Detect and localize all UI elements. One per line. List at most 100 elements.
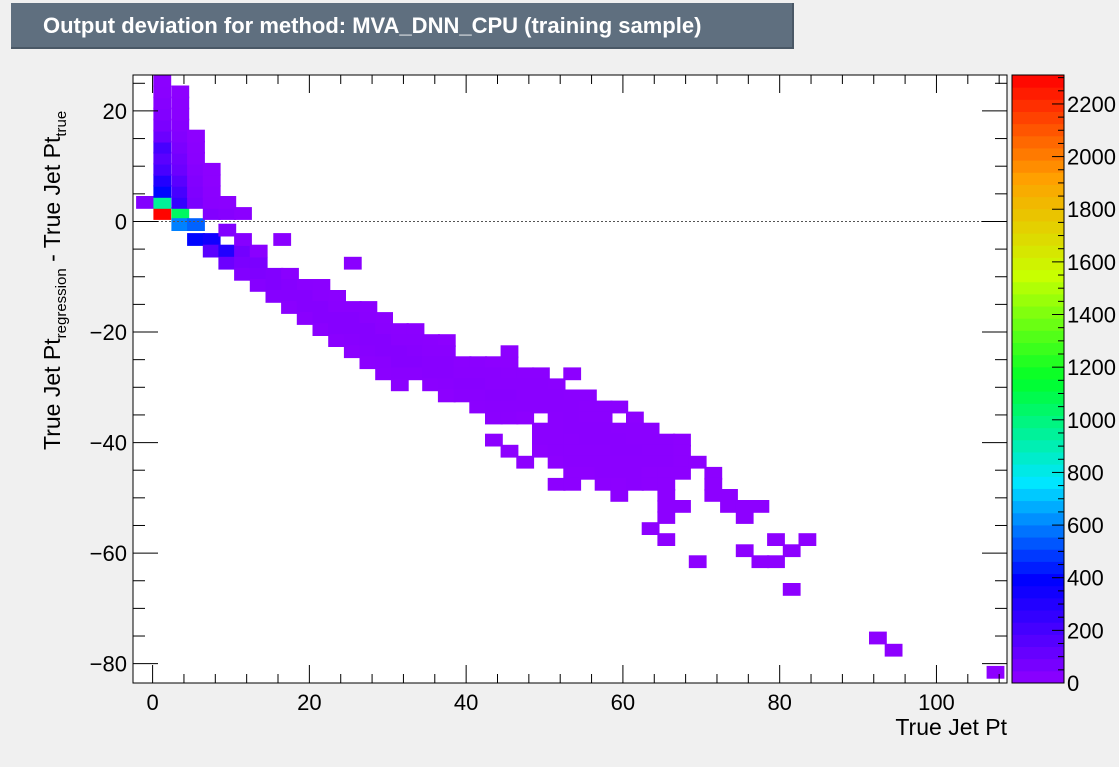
x-axis-title: True Jet Pt — [895, 714, 1007, 740]
heatmap-cell — [273, 233, 292, 246]
palette-band — [1012, 500, 1064, 514]
heatmap-cell — [249, 267, 268, 281]
heatmap-cell — [437, 345, 456, 359]
heatmap-cell — [153, 85, 172, 99]
palette-band — [1012, 245, 1064, 258]
palette-band — [1012, 293, 1064, 307]
heatmap-cell — [249, 256, 268, 270]
heatmap-cell — [187, 140, 205, 154]
heatmap-cell — [202, 196, 221, 209]
heatmap-cell — [171, 129, 190, 143]
heatmap-cell — [171, 151, 190, 165]
heatmap-cell — [422, 356, 440, 370]
heatmap-cell — [187, 151, 205, 165]
heatmap-cell — [500, 389, 519, 403]
palette-tick-label: 0 — [1067, 671, 1079, 696]
plot-frame — [132, 74, 1008, 684]
heatmap-cell — [422, 334, 440, 347]
heatmap-cell — [202, 173, 221, 187]
heatmap-cell — [153, 173, 172, 187]
heatmap-cell — [485, 378, 503, 392]
heatmap-cell — [187, 185, 205, 198]
heatmap-cell — [532, 422, 550, 436]
heatmap-cell — [610, 444, 629, 458]
palette-frame — [1011, 74, 1065, 684]
heatmap-cell — [343, 323, 362, 336]
palette-band — [1012, 366, 1064, 380]
heatmap-cell — [187, 218, 205, 231]
palette-band — [1012, 111, 1064, 125]
palette-band — [1012, 75, 1064, 88]
heatmap-cell — [153, 96, 172, 110]
y-tick-label: −20 — [90, 320, 127, 345]
heatmap-cell — [312, 301, 331, 314]
heatmap-cell — [626, 433, 644, 447]
heatmap-cell — [579, 433, 597, 447]
heatmap-cell — [390, 356, 409, 370]
heatmap-cell — [594, 411, 613, 425]
heatmap-cell — [500, 378, 519, 392]
heatmap-cell — [249, 244, 268, 258]
heatmap-cell — [312, 312, 331, 325]
palette-tick-label: 2200 — [1067, 92, 1116, 117]
palette-band — [1012, 573, 1064, 587]
palette-band — [1012, 427, 1064, 441]
heatmap-cell — [516, 367, 535, 381]
heatmap-cell — [390, 345, 409, 359]
palette-tick-label: 600 — [1067, 513, 1104, 538]
heatmap-cell — [594, 477, 613, 491]
heatmap-cell — [281, 301, 299, 314]
heatmap-cell — [657, 455, 676, 469]
palette-band — [1012, 561, 1064, 575]
palette-band — [1012, 476, 1064, 489]
heatmap-cell — [563, 367, 582, 381]
heatmap-cell — [218, 256, 237, 270]
heatmap-cell — [579, 444, 597, 458]
heatmap-cell — [532, 367, 550, 381]
heatmap-cell — [343, 345, 362, 359]
palette-tick-label: 1800 — [1067, 197, 1116, 222]
heatmap-cell — [500, 444, 519, 458]
heatmap-cell — [782, 583, 801, 596]
palette-band — [1012, 537, 1064, 550]
heatmap-cell — [563, 477, 582, 491]
heatmap-cell — [359, 345, 378, 359]
heatmap-cell — [767, 555, 785, 569]
heatmap-cell — [532, 378, 550, 392]
heatmap-cell — [171, 96, 190, 110]
heatmap-cell — [626, 411, 644, 425]
heatmap-cell — [296, 301, 315, 314]
heatmap-cell — [136, 196, 154, 209]
palette-band — [1012, 439, 1064, 453]
palette-tick-label: 1600 — [1067, 250, 1116, 275]
heatmap-cell — [500, 411, 519, 425]
x-tick-label: 80 — [767, 690, 791, 715]
heatmap-cell — [579, 455, 597, 469]
heatmap-cell — [312, 290, 331, 303]
heatmap-cell — [343, 256, 362, 270]
heatmap-cell — [563, 422, 582, 436]
palette-tick-label: 2000 — [1067, 145, 1116, 170]
x-tick-label: 0 — [146, 690, 158, 715]
heatmap-cell — [437, 334, 456, 347]
heatmap-cell — [641, 522, 660, 535]
heatmap-cell — [202, 233, 221, 246]
palette-band — [1012, 135, 1064, 149]
palette-band — [1012, 184, 1064, 198]
palette-tick-label: 800 — [1067, 460, 1104, 485]
heatmap-cell — [500, 400, 519, 414]
heatmap-cell — [986, 665, 1005, 679]
heatmap-cell — [547, 422, 566, 436]
heatmap-cell — [153, 207, 172, 220]
heatmap-cell — [171, 107, 190, 121]
palette-tick-label: 400 — [1067, 566, 1104, 591]
heatmap-cell — [485, 411, 503, 425]
heatmap-cell — [187, 233, 205, 246]
heatmap-cell — [422, 378, 440, 392]
heatmap-cell — [884, 643, 903, 657]
palette-band — [1012, 257, 1064, 271]
heatmap-cell — [610, 489, 629, 502]
palette-band — [1012, 634, 1064, 648]
heatmap-cell — [657, 444, 676, 458]
